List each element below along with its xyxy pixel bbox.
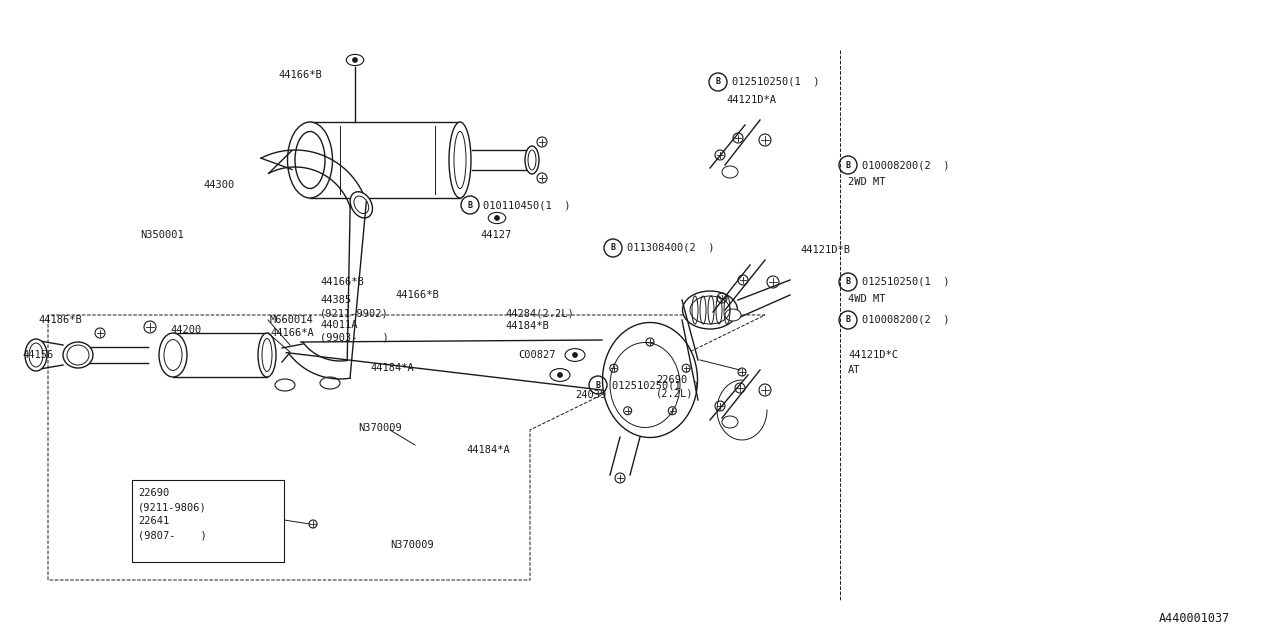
Circle shape — [352, 58, 357, 63]
Text: M660014: M660014 — [270, 315, 314, 325]
Text: 44166*B: 44166*B — [320, 277, 364, 287]
Circle shape — [558, 372, 562, 378]
Text: 22690: 22690 — [138, 488, 169, 498]
Bar — [132, 480, 284, 562]
Circle shape — [494, 216, 499, 221]
Text: N370009: N370009 — [390, 540, 434, 550]
Text: 44166*B: 44166*B — [278, 70, 321, 80]
Text: 44121D*B: 44121D*B — [800, 245, 850, 255]
Ellipse shape — [722, 166, 739, 178]
Text: AT: AT — [849, 365, 860, 375]
Text: 4WD MT: 4WD MT — [849, 294, 886, 304]
Text: C00827: C00827 — [518, 350, 556, 360]
Text: 012510250(1  ): 012510250(1 ) — [861, 277, 950, 287]
Text: 44166*A: 44166*A — [270, 328, 314, 338]
Text: 44121D*A: 44121D*A — [726, 95, 776, 105]
Ellipse shape — [159, 333, 187, 377]
Text: 44200: 44200 — [170, 325, 201, 335]
Text: 44385: 44385 — [320, 295, 351, 305]
Text: B: B — [611, 243, 616, 253]
Ellipse shape — [682, 291, 737, 329]
Text: B: B — [846, 278, 850, 287]
Ellipse shape — [63, 342, 93, 368]
Text: (2.2L): (2.2L) — [657, 388, 694, 398]
Text: 010008200(2  ): 010008200(2 ) — [861, 160, 950, 170]
Text: 010008200(2  ): 010008200(2 ) — [861, 315, 950, 325]
Text: 44300: 44300 — [204, 180, 234, 190]
Ellipse shape — [724, 309, 741, 321]
Ellipse shape — [603, 323, 698, 438]
Text: 22690: 22690 — [657, 375, 687, 385]
Text: 44156: 44156 — [22, 350, 54, 360]
Ellipse shape — [288, 122, 333, 198]
Text: A440001037: A440001037 — [1158, 611, 1230, 625]
Text: (9807-    ): (9807- ) — [138, 530, 207, 540]
Text: 44284(2.2L): 44284(2.2L) — [506, 308, 573, 318]
Text: 2WD MT: 2WD MT — [849, 177, 886, 187]
Text: B: B — [467, 200, 472, 209]
Text: B: B — [716, 77, 721, 86]
Text: 44186*B: 44186*B — [38, 315, 82, 325]
Text: 44184*A: 44184*A — [466, 445, 509, 455]
Text: N370009: N370009 — [358, 423, 402, 433]
Text: 011308400(2  ): 011308400(2 ) — [627, 243, 714, 253]
Text: 44121D*C: 44121D*C — [849, 350, 899, 360]
Text: 012510250(1  ): 012510250(1 ) — [732, 77, 819, 87]
Text: 44166*B: 44166*B — [396, 290, 439, 300]
Text: (9903-    ): (9903- ) — [320, 333, 389, 343]
Circle shape — [572, 353, 577, 358]
Text: B: B — [846, 161, 850, 170]
Ellipse shape — [449, 122, 471, 198]
Text: N350001: N350001 — [140, 230, 184, 240]
Text: 44011A: 44011A — [320, 320, 357, 330]
Text: B: B — [595, 381, 600, 390]
Ellipse shape — [351, 192, 372, 218]
Text: 012510250(1  ): 012510250(1 ) — [612, 380, 699, 390]
Ellipse shape — [525, 146, 539, 174]
Ellipse shape — [722, 416, 739, 428]
Ellipse shape — [26, 339, 47, 371]
Text: (9211-9806): (9211-9806) — [138, 502, 207, 512]
Text: 44127: 44127 — [480, 230, 511, 240]
Text: 22641: 22641 — [138, 516, 169, 526]
Text: (9211-9902): (9211-9902) — [320, 308, 389, 318]
Text: 44184*A: 44184*A — [370, 363, 413, 373]
Ellipse shape — [259, 333, 276, 377]
Text: 010110450(1  ): 010110450(1 ) — [483, 200, 571, 210]
Text: 44184*B: 44184*B — [506, 321, 549, 331]
Text: B: B — [846, 316, 850, 324]
Text: 24039: 24039 — [575, 390, 607, 400]
